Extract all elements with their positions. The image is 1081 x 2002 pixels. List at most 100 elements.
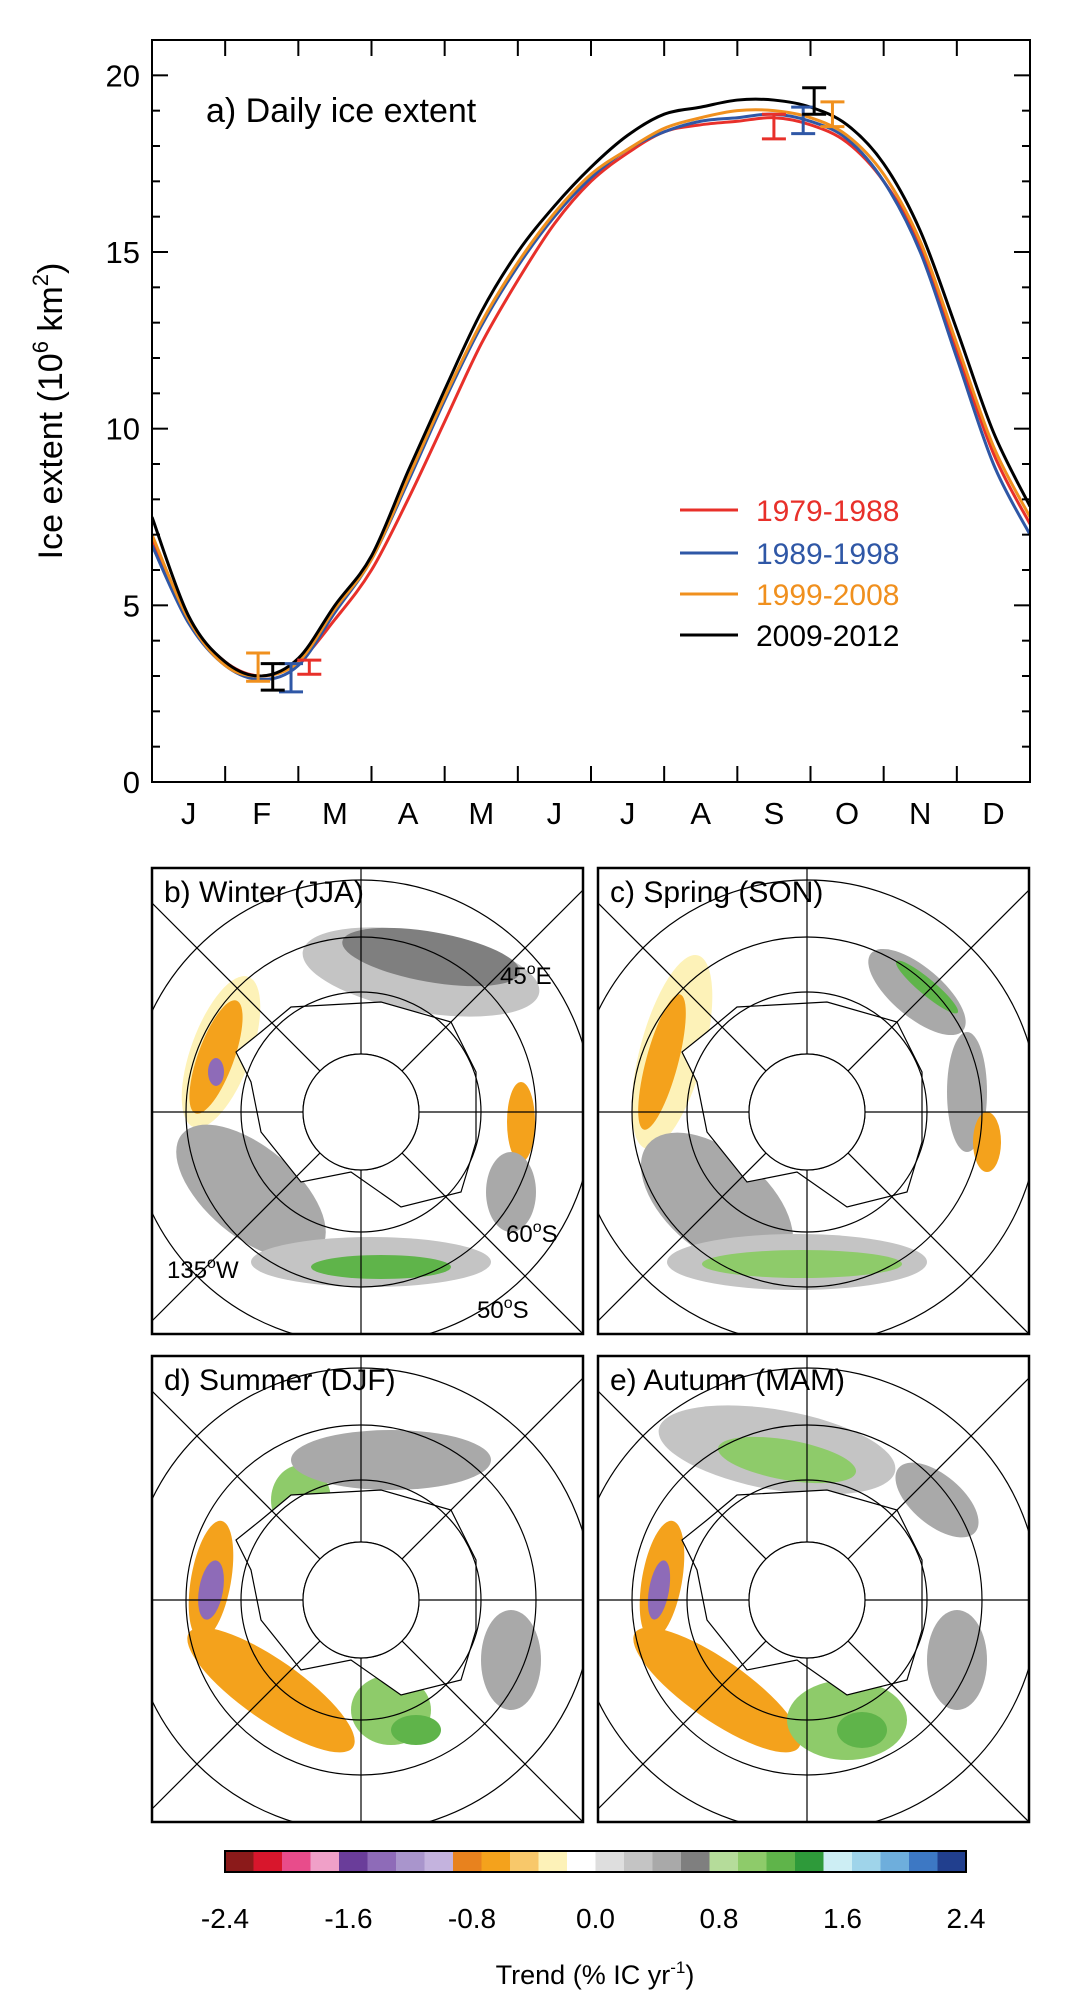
x-tick-label: N (909, 796, 931, 831)
y-axis-label: Ice extent (106 km2) (28, 263, 70, 560)
legend-label-1999-2008: 1999-2008 (756, 579, 899, 612)
error-bar-1989-1998 (791, 105, 816, 136)
pole-circle (302, 1541, 420, 1659)
trend-field (486, 1152, 536, 1232)
colorbar-swatch (339, 1851, 369, 1872)
colorbar-swatch (880, 1851, 910, 1872)
colorbar-swatch (567, 1851, 597, 1872)
x-tick-label: A (398, 796, 419, 831)
error-bar-2009-2012 (260, 662, 285, 692)
pole-circle (748, 1541, 866, 1659)
map-panel-label: e) Autumn (MAM) (610, 1364, 845, 1397)
trend-field (647, 1560, 671, 1620)
legend-label-1989-1998: 1989-1998 (756, 538, 899, 571)
trend-field (507, 1082, 535, 1162)
colorbar-tick-label: -2.4 (201, 1903, 249, 1934)
series-line-1999-2008 (152, 108, 1030, 678)
colorbar-title: Trend (% IC yr-1) (496, 1958, 695, 1990)
y-tick-label: 5 (123, 588, 140, 623)
colorbar-swatch (225, 1851, 255, 1872)
longitude-label-east: 45oE (500, 961, 552, 990)
map-content (598, 1356, 1029, 1822)
colorbar-tick-label: -0.8 (448, 1903, 496, 1934)
x-tick-label: M (322, 796, 348, 831)
map-panels: b) Winter (JJA) 45oE 60oS 135oW 50oS c) Sprin… (150, 866, 1031, 1824)
trend-field (868, 948, 966, 1036)
trend-field (702, 1250, 902, 1278)
trend-field (717, 1436, 857, 1484)
map-content (152, 1356, 583, 1822)
map-panel-0: b) Winter (JJA) 45oE 60oS 135oW 50oS (150, 866, 585, 1336)
x-tick-label: O (835, 796, 859, 831)
colorbar-swatch (795, 1851, 825, 1872)
colorbar-swatch (823, 1851, 853, 1872)
y-tick-label: 0 (123, 765, 140, 800)
x-tick-label: A (690, 796, 711, 831)
colorbar-swatches (225, 1851, 967, 1872)
error-bar-1989-1998 (279, 662, 304, 694)
x-tick-label: J (547, 796, 563, 831)
chart-title: a) Daily ice extent (206, 92, 477, 130)
colorbar: -2.4 -1.6 -0.8 0.0 0.8 1.6 2.4 Trend (% IC yr-… (201, 1850, 985, 1990)
colorbar-tick-label: 0.0 (576, 1903, 615, 1934)
colorbar-swatch (738, 1851, 768, 1872)
map-panel-label: d) Summer (DJF) (164, 1364, 396, 1397)
colorbar-swatch (253, 1851, 283, 1872)
colorbar-tick-label: 1.6 (823, 1903, 862, 1934)
map-frame (596, 1354, 1031, 1824)
map-frame (150, 866, 585, 1336)
x-tick-label: J (620, 796, 636, 831)
error-bar-2009-2012 (802, 86, 827, 116)
map-content (598, 868, 1029, 1334)
x-tick-label: M (468, 796, 494, 831)
colorbar-swatch (510, 1851, 540, 1872)
map-panel-1: c) Spring (SON) (596, 866, 1031, 1336)
colorbar-swatch (282, 1851, 312, 1872)
pole-circle (302, 1053, 420, 1171)
error-bars-group (246, 86, 845, 694)
series-line-2009-2012 (152, 97, 1030, 678)
map-panel-label: b) Winter (JJA) (164, 876, 364, 909)
map-content (152, 868, 583, 1334)
trend-field (208, 1058, 224, 1086)
trend-field (311, 1255, 451, 1279)
map-frame (150, 1354, 585, 1824)
trend-field (176, 1124, 326, 1260)
colorbar-swatch (538, 1851, 568, 1872)
colorbar-swatch (766, 1851, 796, 1872)
trend-field (189, 1000, 243, 1114)
colorbar-swatch (310, 1851, 340, 1872)
trend-field (927, 1610, 987, 1710)
y-tick-label: 20 (106, 58, 140, 93)
colorbar-swatch (424, 1851, 454, 1872)
x-tick-label: D (982, 796, 1004, 831)
trend-field (291, 1430, 491, 1490)
colorbar-swatch (367, 1851, 397, 1872)
trend-field (198, 1560, 224, 1620)
latitude-label-outer: 50oS (477, 1295, 529, 1324)
legend-label-2009-2012: 2009-2012 (756, 620, 899, 653)
trend-field (837, 1712, 887, 1748)
trend-field (895, 960, 959, 1014)
colorbar-swatch (652, 1851, 682, 1872)
error-bar-1979-1988 (761, 112, 786, 141)
error-bar-1999-2008 (820, 100, 845, 129)
latitude-label-inner: 60oS (506, 1219, 558, 1248)
map-panel-2: d) Summer (DJF) (150, 1354, 585, 1824)
colorbar-frame (224, 1850, 967, 1873)
x-tick-label: J (181, 796, 197, 831)
colorbar-swatch (937, 1851, 967, 1872)
map-panel-3: e) Autumn (MAM) (596, 1354, 1031, 1824)
axes-group: 0 5 10 15 20 J F M A M J J A S O N D (106, 39, 1030, 831)
y-tick-label: 15 (106, 235, 140, 270)
y-tick-label: 10 (106, 412, 140, 447)
colorbar-tick-label: 0.8 (700, 1903, 739, 1934)
colorbar-swatch (852, 1851, 882, 1872)
trend-field (481, 1610, 541, 1710)
colorbar-swatch (595, 1851, 625, 1872)
x-tick-label: S (764, 796, 785, 831)
colorbar-swatch (453, 1851, 483, 1872)
map-panel-label: c) Spring (SON) (610, 876, 823, 909)
colorbar-swatch (624, 1851, 654, 1872)
